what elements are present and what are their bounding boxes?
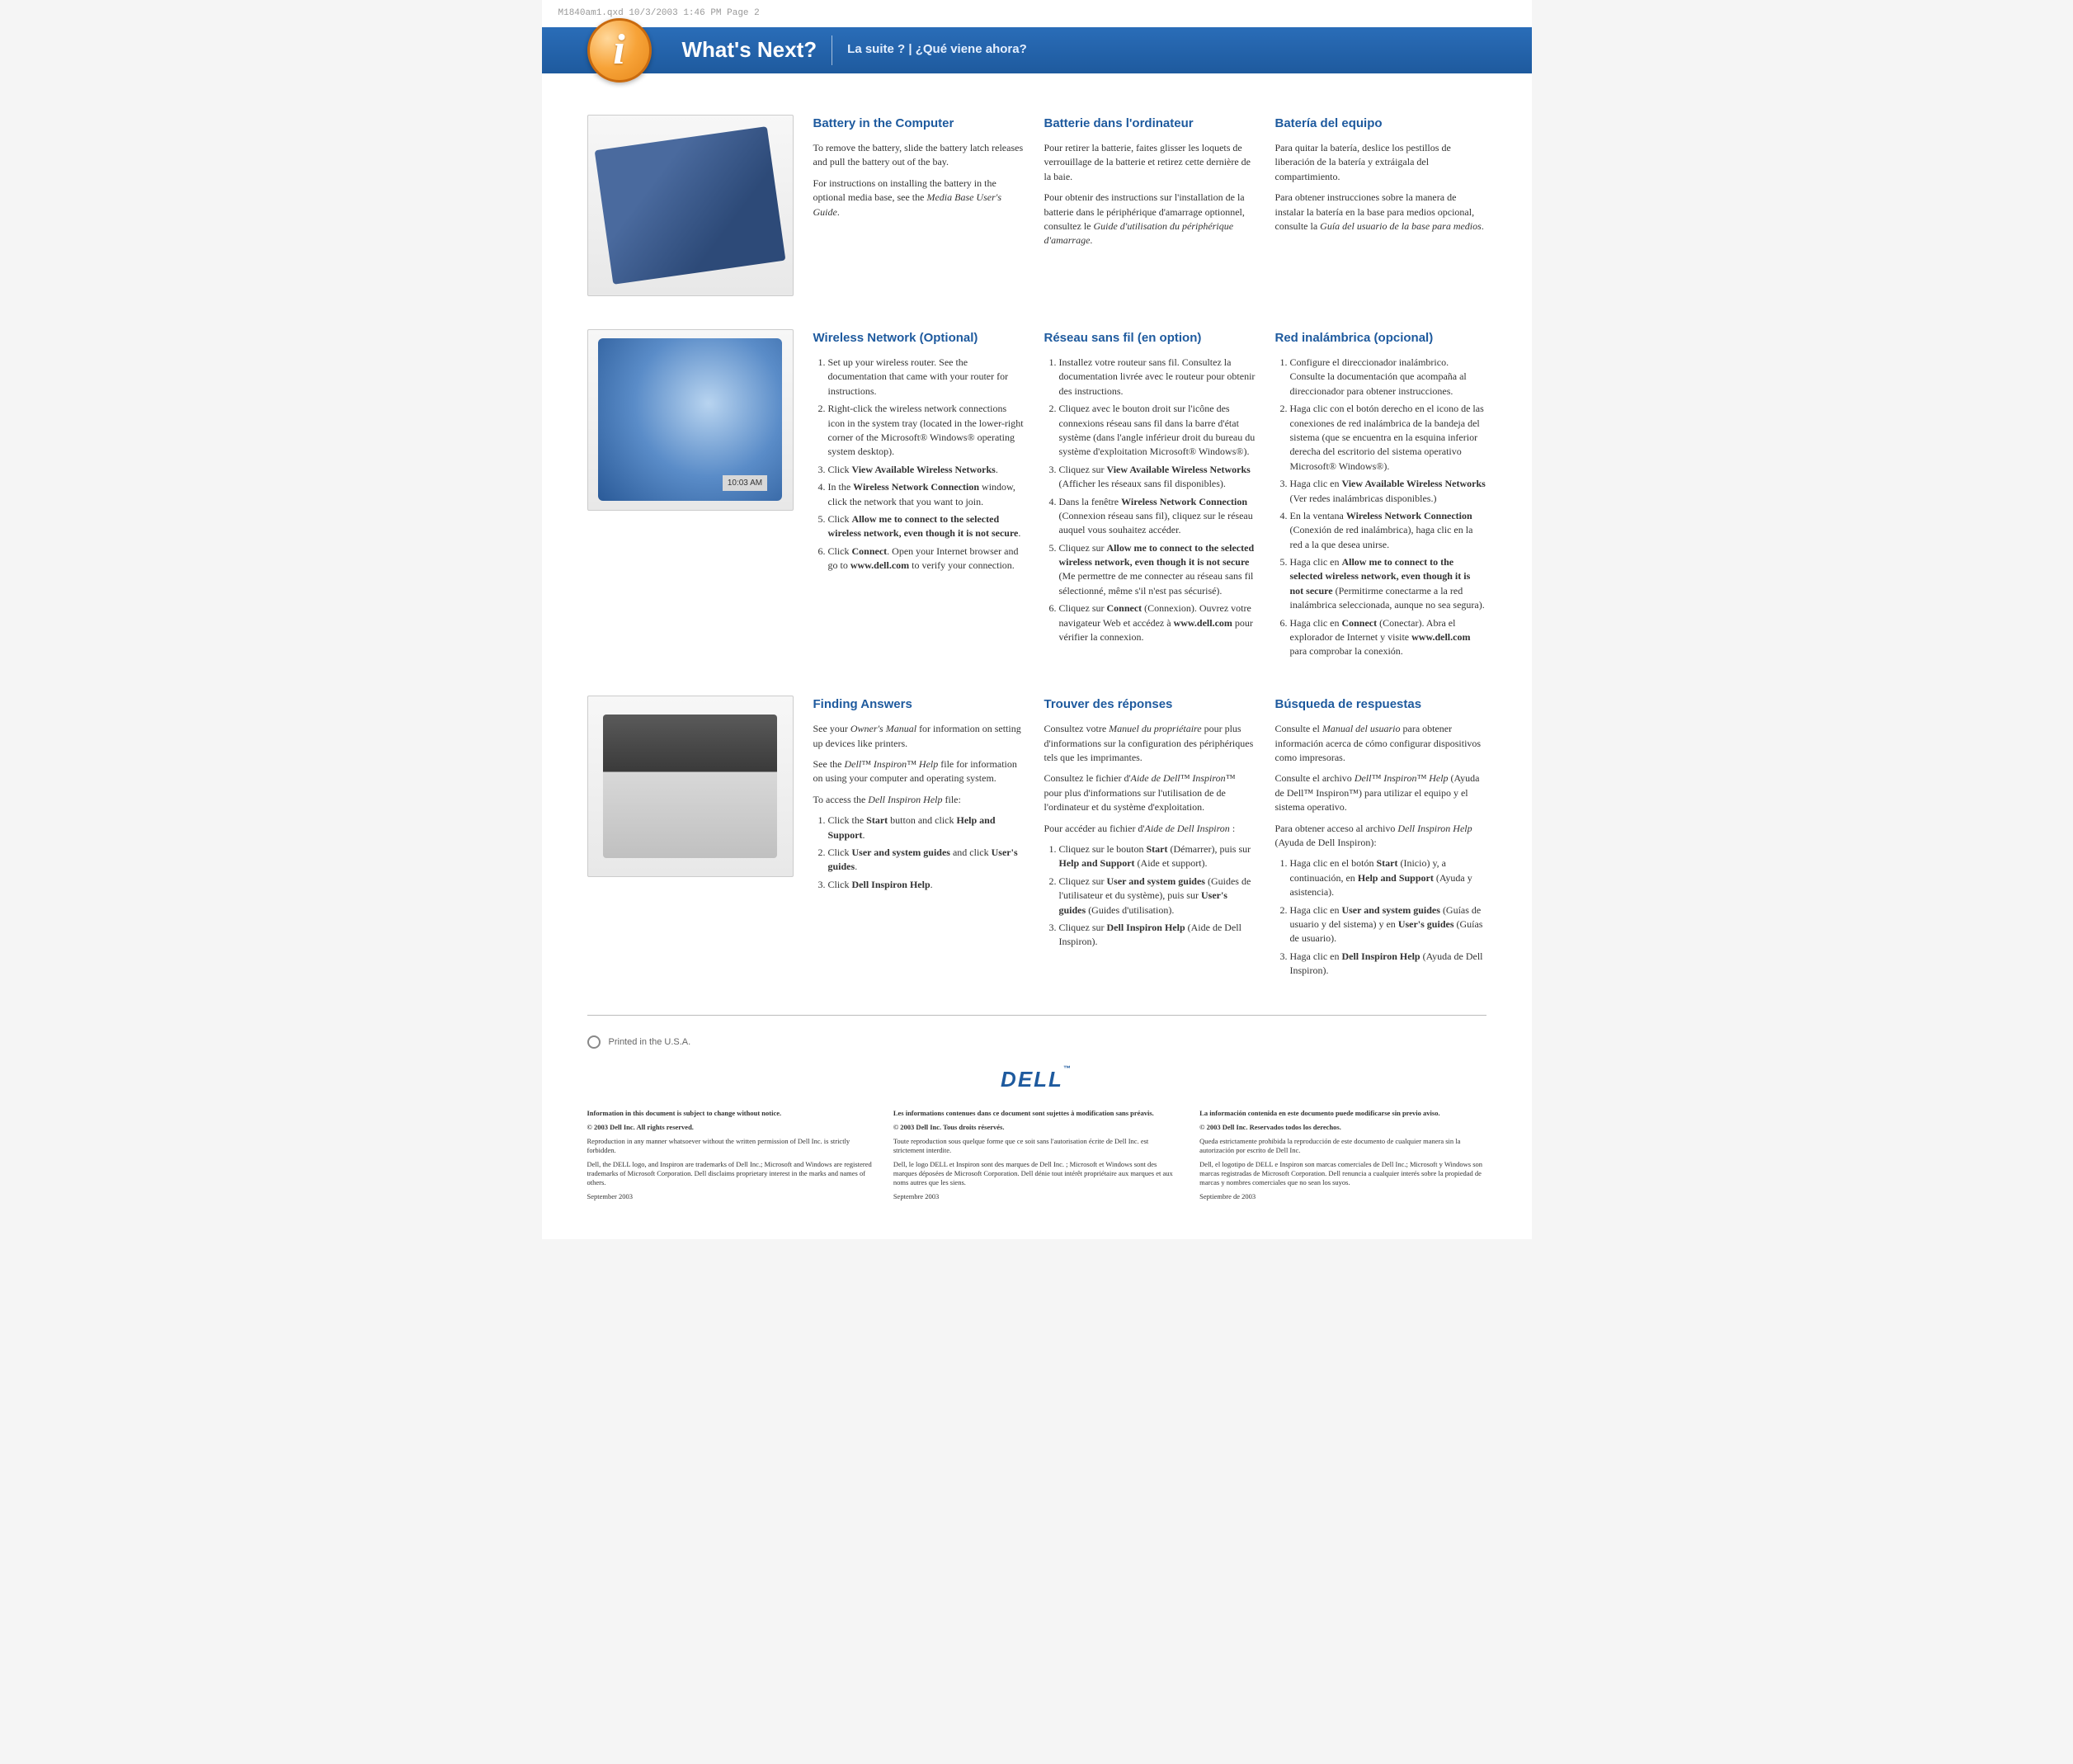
body-text: For instructions on installing the batte… bbox=[813, 177, 1025, 219]
list-item: Right-click the wireless network connect… bbox=[828, 402, 1025, 460]
row-answers: Finding Answers See your Owner's Manual … bbox=[587, 696, 1486, 982]
separator bbox=[587, 1015, 1486, 1016]
list-item: Cliquez sur Connect (Connexion). Ouvrez … bbox=[1059, 601, 1256, 644]
body-text: Pour obtenir des instructions sur l'inst… bbox=[1044, 191, 1256, 248]
answers-en: Finding Answers See your Owner's Manual … bbox=[813, 696, 1025, 982]
wireless-fr: Réseau sans fil (en option) Installez vo… bbox=[1044, 329, 1256, 663]
heading: Battery in the Computer bbox=[813, 115, 1025, 134]
body-text: Consultez votre Manuel du propriétaire p… bbox=[1044, 722, 1256, 765]
list-item: Installez votre routeur sans fil. Consul… bbox=[1059, 356, 1256, 399]
list-item: Cliquez avec le bouton droit sur l'icône… bbox=[1059, 402, 1256, 460]
info-glyph: i bbox=[613, 18, 624, 83]
info-icon: i bbox=[587, 18, 652, 83]
list-item: Cliquez sur View Available Wireless Netw… bbox=[1059, 463, 1256, 492]
heading: Batterie dans l'ordinateur bbox=[1044, 115, 1256, 134]
heading: Finding Answers bbox=[813, 696, 1025, 715]
body-text: Para obtener instrucciones sobre la mane… bbox=[1275, 191, 1486, 233]
battery-illustration bbox=[595, 126, 786, 284]
list-item: Haga clic en Allow me to connect to the … bbox=[1290, 555, 1486, 613]
printed-row: Printed in the U.S.A. bbox=[587, 1035, 1486, 1049]
list-item: Cliquez sur Dell Inspiron Help (Aide de … bbox=[1059, 921, 1256, 950]
list-item: Haga clic en View Available Wireless Net… bbox=[1290, 477, 1486, 506]
footer-columns: Information in this document is subject … bbox=[587, 1109, 1486, 1206]
list-item: En la ventana Wireless Network Connectio… bbox=[1290, 509, 1486, 552]
footer-fr: Les informations contenues dans ce docum… bbox=[893, 1109, 1180, 1206]
list-item: Cliquez sur Allow me to connect to the s… bbox=[1059, 541, 1256, 599]
heading: Búsqueda de respuestas bbox=[1275, 696, 1486, 715]
list-item: Haga clic en User and system guides (Guí… bbox=[1290, 903, 1486, 946]
body-text: To access the Dell Inspiron Help file: bbox=[813, 793, 1025, 807]
list-item: Haga clic en el botón Start (Inicio) y, … bbox=[1290, 856, 1486, 899]
printer-illustration bbox=[603, 715, 777, 858]
list-item: Click Dell Inspiron Help. bbox=[828, 878, 1025, 892]
battery-es: Batería del equipo Para quitar la baterí… bbox=[1275, 115, 1486, 296]
header-title: What's Next? bbox=[682, 34, 817, 66]
list-item: Set up your wireless router. See the doc… bbox=[828, 356, 1025, 399]
image-printer bbox=[587, 696, 794, 877]
list-item: In the Wireless Network Connection windo… bbox=[828, 480, 1025, 509]
wireless-es: Red inalámbrica (opcional) Configure el … bbox=[1275, 329, 1486, 663]
heading: Wireless Network (Optional) bbox=[813, 329, 1025, 348]
row-battery: Battery in the Computer To remove the ba… bbox=[587, 115, 1486, 296]
image-battery bbox=[587, 115, 794, 296]
heading: Batería del equipo bbox=[1275, 115, 1486, 134]
battery-en: Battery in the Computer To remove the ba… bbox=[813, 115, 1025, 296]
heading: Trouver des réponses bbox=[1044, 696, 1256, 715]
list-item: Cliquez sur User and system guides (Guid… bbox=[1059, 875, 1256, 917]
footer-en: Information in this document is subject … bbox=[587, 1109, 874, 1206]
battery-fr: Batterie dans l'ordinateur Pour retirer … bbox=[1044, 115, 1256, 296]
printed-text: Printed in the U.S.A. bbox=[609, 1035, 691, 1049]
body-text: Para quitar la batería, deslice los pest… bbox=[1275, 141, 1486, 184]
body-text: See your Owner's Manual for information … bbox=[813, 722, 1025, 751]
list-item: Configure el direccionador inalámbrico. … bbox=[1290, 356, 1486, 399]
wireless-en: Wireless Network (Optional) Set up your … bbox=[813, 329, 1025, 663]
list-item: Click User and system guides and click U… bbox=[828, 846, 1025, 875]
dell-logo: DELL™ bbox=[587, 1064, 1486, 1096]
heading: Réseau sans fil (en option) bbox=[1044, 329, 1256, 348]
image-wireless bbox=[587, 329, 794, 511]
list-item: Click View Available Wireless Networks. bbox=[828, 463, 1025, 477]
body-text: Consulte el Manual del usuario para obte… bbox=[1275, 722, 1486, 765]
heading: Red inalámbrica (opcional) bbox=[1275, 329, 1486, 348]
body-text: To remove the battery, slide the battery… bbox=[813, 141, 1025, 170]
body-text: Pour accéder au fichier d'Aide de Dell I… bbox=[1044, 822, 1256, 836]
body-text: Consultez le fichier d'Aide de Dell™ Ins… bbox=[1044, 771, 1256, 814]
list-item: Haga clic en Connect (Conectar). Abra el… bbox=[1290, 616, 1486, 659]
list-item: Cliquez sur le bouton Start (Démarrer), … bbox=[1059, 842, 1256, 871]
list-item: Haga clic con el botón derecho en el ico… bbox=[1290, 402, 1486, 474]
body-text: See the Dell™ Inspiron™ Help file for in… bbox=[813, 757, 1025, 786]
wireless-illustration bbox=[598, 338, 782, 500]
header-bar: i What's Next? La suite ? | ¿Qué viene a… bbox=[542, 27, 1532, 73]
row-wireless: Wireless Network (Optional) Set up your … bbox=[587, 329, 1486, 663]
list-item: Click Connect. Open your Internet browse… bbox=[828, 545, 1025, 573]
recycle-icon bbox=[587, 1035, 601, 1049]
header-subtitle: La suite ? | ¿Qué viene ahora? bbox=[847, 40, 1027, 59]
list-item: Haga clic en Dell Inspiron Help (Ayuda d… bbox=[1290, 950, 1486, 979]
list-item: Click the Start button and click Help an… bbox=[828, 814, 1025, 842]
footer-es: La información contenida en este documen… bbox=[1199, 1109, 1486, 1206]
answers-fr: Trouver des réponses Consultez votre Man… bbox=[1044, 696, 1256, 982]
body-text: Pour retirer la batterie, faites glisser… bbox=[1044, 141, 1256, 184]
body-text: Consulte el archivo Dell™ Inspiron™ Help… bbox=[1275, 771, 1486, 814]
answers-es: Búsqueda de respuestas Consulte el Manua… bbox=[1275, 696, 1486, 982]
list-item: Dans la fenêtre Wireless Network Connect… bbox=[1059, 495, 1256, 538]
body-text: Para obtener acceso al archivo Dell Insp… bbox=[1275, 822, 1486, 851]
list-item: Click Allow me to connect to the selecte… bbox=[828, 512, 1025, 541]
print-meta-line: M1840am1.qxd 10/3/2003 1:46 PM Page 2 bbox=[542, 0, 1532, 27]
